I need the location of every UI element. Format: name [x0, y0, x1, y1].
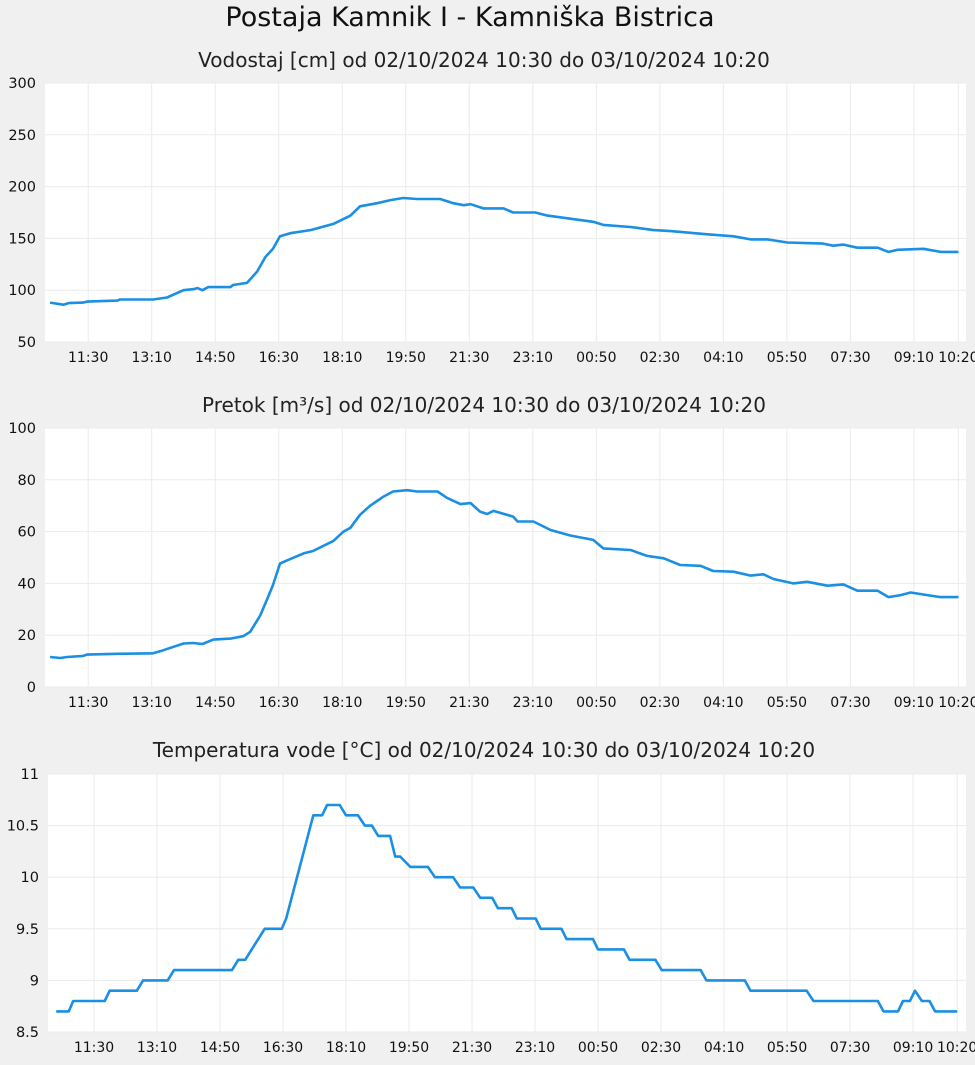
x-tick-label: 23:10 — [513, 350, 553, 366]
y-tick-label: 100 — [8, 421, 36, 437]
x-tick-label: 09:10 — [894, 695, 934, 711]
x-tick-label: 00:50 — [576, 695, 616, 711]
plot-area — [48, 774, 966, 1032]
x-tick-label: 07:30 — [830, 1040, 870, 1056]
x-tick-label: 16:30 — [259, 695, 299, 711]
x-tick-label: 11:30 — [74, 1040, 114, 1056]
plot-area — [45, 428, 966, 687]
x-tick-label: 00:50 — [576, 350, 616, 366]
x-tick-label: 11:30 — [68, 695, 108, 711]
x-tick-label: 11:30 — [68, 350, 108, 366]
x-tick-label: 02:30 — [640, 695, 680, 711]
y-tick-label: 200 — [8, 180, 36, 196]
x-tick-label: 21:30 — [452, 1040, 492, 1056]
x-tick-label: 05:50 — [767, 1040, 807, 1056]
y-tick-label: 10.5 — [7, 819, 39, 835]
x-tick-label: 16:30 — [259, 350, 299, 366]
y-tick-label: 40 — [18, 576, 36, 592]
x-tick-label: 19:50 — [386, 350, 426, 366]
x-tick-label: 14:50 — [195, 350, 235, 366]
x-tick-label: 07:30 — [830, 695, 870, 711]
x-tick-label: 13:10 — [132, 695, 172, 711]
x-tick-label: 04:10 — [703, 695, 743, 711]
chart-panel-1: Vodostaj [cm] od 02/10/2024 10:30 do 03/… — [8, 48, 975, 366]
plot-area — [45, 83, 966, 342]
y-tick-label: 50 — [18, 335, 36, 351]
y-tick-label: 8.5 — [16, 1025, 39, 1041]
y-tick-label: 100 — [8, 283, 36, 299]
x-tick-label: 04:10 — [704, 1040, 744, 1056]
x-tick-label: 05:50 — [767, 695, 807, 711]
x-tick-label: 14:50 — [195, 695, 235, 711]
y-tick-label: 11 — [21, 767, 39, 783]
x-tick-label: 19:50 — [386, 695, 426, 711]
x-tick-label: 13:10 — [132, 350, 172, 366]
x-tick-label: 18:10 — [322, 695, 362, 711]
y-tick-label: 10 — [21, 870, 39, 886]
series-line-temperatura-vode — [56, 803, 958, 1013]
y-tick-label: 300 — [8, 76, 36, 92]
x-tick-label: 07:30 — [830, 350, 870, 366]
x-tick-label: 19:50 — [389, 1040, 429, 1056]
chart-subtitle: Temperatura vode [°C] od 02/10/2024 10:3… — [152, 738, 815, 762]
x-tick-label: 23:10 — [515, 1040, 555, 1056]
x-tick-label: 14:50 — [200, 1040, 240, 1056]
y-tick-label: 0 — [27, 680, 36, 696]
chart-subtitle: Vodostaj [cm] od 02/10/2024 10:30 do 03/… — [198, 48, 770, 72]
x-tick-label: 18:10 — [322, 350, 362, 366]
x-tick-label: 18:10 — [326, 1040, 366, 1056]
x-tick-label: 13:10 — [137, 1040, 177, 1056]
chart-subtitle: Pretok [m³/s] od 02/10/2024 10:30 do 03/… — [202, 393, 766, 417]
chart-panel-3: Temperatura vode [°C] od 02/10/2024 10:3… — [7, 738, 975, 1056]
y-tick-label: 250 — [8, 128, 36, 144]
x-tick-label: 16:30 — [263, 1040, 303, 1056]
chart-panel-2: Pretok [m³/s] od 02/10/2024 10:30 do 03/… — [8, 393, 975, 711]
x-tick-label: 23:10 — [513, 695, 553, 711]
y-tick-label: 20 — [18, 628, 36, 644]
x-tick-label: 09:10 — [894, 350, 934, 366]
y-tick-label: 80 — [18, 473, 36, 489]
x-tick-label: 05:50 — [767, 350, 807, 366]
x-tick-label: 00:50 — [578, 1040, 618, 1056]
series-line-pretok — [49, 488, 959, 660]
y-tick-label: 150 — [8, 231, 36, 247]
x-tick-label: 02:30 — [640, 350, 680, 366]
x-tick-label: 10:20 — [937, 1040, 975, 1056]
figure-title: Postaja Kamnik I - Kamniška Bistrica — [225, 2, 715, 33]
x-tick-label: 04:10 — [703, 350, 743, 366]
x-tick-label: 10:20 — [938, 350, 975, 366]
x-tick-label: 21:30 — [449, 695, 489, 711]
x-tick-label: 02:30 — [641, 1040, 681, 1056]
x-tick-label: 10:20 — [938, 695, 975, 711]
series-line-vodostaj — [49, 196, 959, 306]
y-tick-label: 9 — [30, 973, 39, 989]
x-tick-label: 21:30 — [449, 350, 489, 366]
x-tick-label: 09:10 — [893, 1040, 933, 1056]
y-tick-label: 60 — [18, 525, 36, 541]
y-tick-label: 9.5 — [16, 922, 39, 938]
